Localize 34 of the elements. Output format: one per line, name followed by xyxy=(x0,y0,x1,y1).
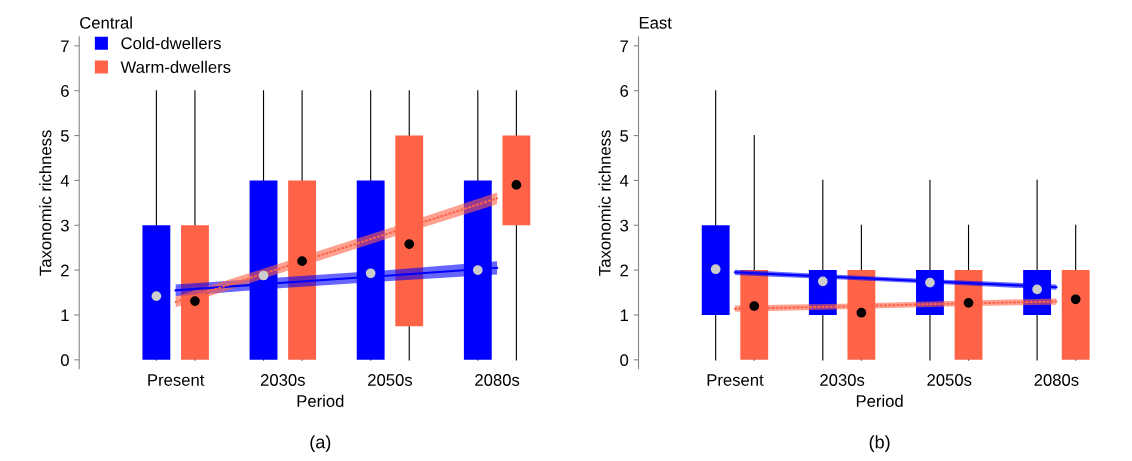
legend-label: Warm-dwellers xyxy=(120,60,231,74)
x-tick-label: 2050s xyxy=(368,374,413,386)
x-tick-label: 2080s xyxy=(475,374,520,386)
y-axis-title: Taxonomic richness xyxy=(39,130,52,276)
x-axis-title: Period xyxy=(856,394,903,407)
y-tick-label: 0 xyxy=(620,354,629,367)
y-tick-label: 1 xyxy=(620,309,628,322)
y-tick-label: 2 xyxy=(61,264,69,277)
text: (b) xyxy=(869,435,890,453)
y-tick-label: 2 xyxy=(620,264,628,277)
x-tick-label: Present xyxy=(148,374,205,386)
y-tick-label: 7 xyxy=(61,40,69,52)
chart-title: East xyxy=(639,17,672,29)
y-tick-label: 3 xyxy=(60,219,69,232)
y-tick-label: 1 xyxy=(61,309,69,322)
y-tick-label: 7 xyxy=(620,40,628,52)
chart-title: Central xyxy=(80,16,132,29)
y-tick-label: 5 xyxy=(620,130,629,142)
x-tick-label: 2030s xyxy=(260,374,305,386)
y-tick-label: 0 xyxy=(60,354,69,367)
y-tick-label: 4 xyxy=(619,174,629,187)
y-tick-label: 4 xyxy=(60,174,70,187)
text: (a) xyxy=(310,435,331,453)
x-axis-title: Period xyxy=(297,394,344,407)
x-tick-label: 2050s xyxy=(927,374,972,386)
y-tick-label: 6 xyxy=(61,85,69,97)
y-tick-label: 5 xyxy=(60,130,69,142)
y-tick-label: 6 xyxy=(620,85,629,97)
y-tick-label: 3 xyxy=(620,219,629,232)
legend-label: Cold-dwellers xyxy=(121,36,221,50)
y-axis-title: Taxonomic richness xyxy=(598,130,611,276)
x-tick-label: 2080s xyxy=(1034,374,1079,386)
x-tick-label: 2030s xyxy=(820,374,865,386)
x-tick-label: Present xyxy=(707,374,764,386)
